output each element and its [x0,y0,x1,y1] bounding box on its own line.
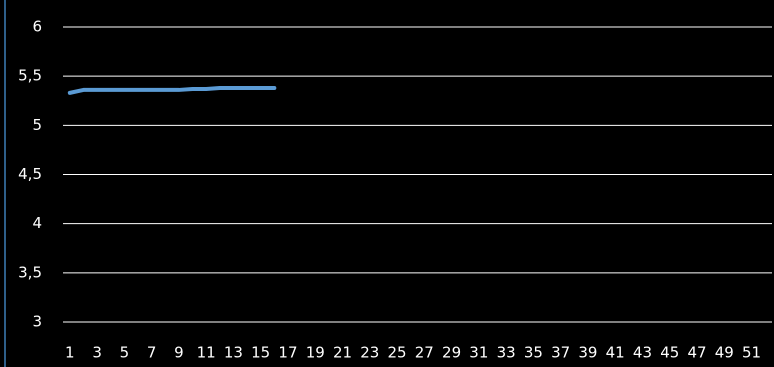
y-tick-label: 5 [32,116,42,134]
x-tick-label: 11 [197,344,216,362]
x-tick-label: 1 [65,344,75,362]
x-tick-label: 13 [224,344,243,362]
x-tick-label: 29 [442,344,461,362]
x-tick-label: 19 [306,344,325,362]
x-tick-label: 15 [251,344,270,362]
x-tick-label: 41 [606,344,625,362]
x-tick-label: 37 [551,344,570,362]
y-tick-label: 3,5 [18,263,42,281]
x-tick-label: 25 [388,344,407,362]
x-tick-label: 17 [278,344,297,362]
x-tick-label: 23 [360,344,379,362]
x-tick-label: 21 [333,344,352,362]
y-tick-label: 3 [32,313,42,331]
x-tick-label: 5 [120,344,130,362]
x-tick-label: 43 [633,344,652,362]
series-line [67,85,277,95]
x-tick-label: 33 [497,344,516,362]
x-tick-label: 35 [524,344,543,362]
y-tick-label: 6 [32,18,42,36]
x-tick-label: 9 [174,344,184,362]
x-tick-label: 31 [469,344,488,362]
x-tick-label: 47 [687,344,706,362]
x-tick-label: 49 [715,344,734,362]
y-tick-label: 4,5 [18,165,42,183]
x-tick-label: 3 [92,344,102,362]
y-tick-label: 4 [32,214,42,232]
x-tick-label: 51 [742,344,761,362]
x-tick-label: 7 [147,344,157,362]
x-tick-label: 39 [578,344,597,362]
y-tick-label: 5,5 [18,67,42,85]
x-tick-label: 45 [660,344,679,362]
x-tick-label: 27 [415,344,434,362]
